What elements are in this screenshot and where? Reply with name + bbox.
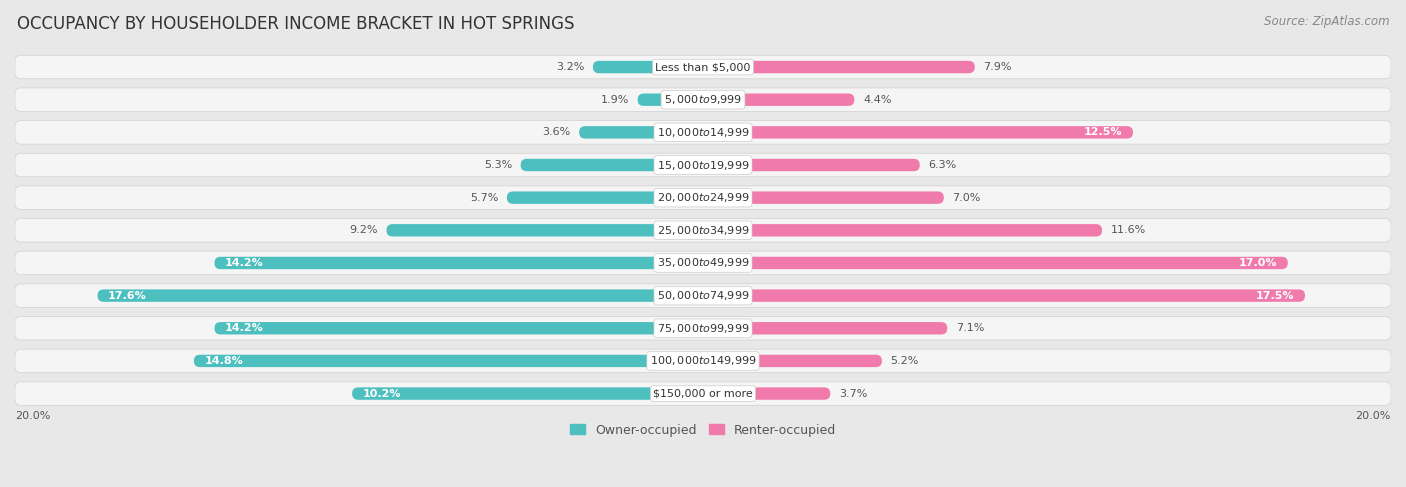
FancyBboxPatch shape (215, 322, 703, 335)
Text: 3.6%: 3.6% (543, 128, 571, 137)
Text: 9.2%: 9.2% (350, 225, 378, 235)
FancyBboxPatch shape (15, 186, 1391, 209)
FancyBboxPatch shape (579, 126, 703, 139)
Text: 7.1%: 7.1% (956, 323, 984, 333)
FancyBboxPatch shape (15, 121, 1391, 144)
FancyBboxPatch shape (703, 289, 1305, 302)
FancyBboxPatch shape (15, 284, 1391, 307)
FancyBboxPatch shape (15, 56, 1391, 79)
Text: $50,000 to $74,999: $50,000 to $74,999 (657, 289, 749, 302)
FancyBboxPatch shape (703, 159, 920, 171)
Text: 14.8%: 14.8% (204, 356, 243, 366)
Legend: Owner-occupied, Renter-occupied: Owner-occupied, Renter-occupied (565, 418, 841, 442)
FancyBboxPatch shape (15, 349, 1391, 373)
FancyBboxPatch shape (15, 219, 1391, 242)
FancyBboxPatch shape (593, 61, 703, 73)
FancyBboxPatch shape (703, 322, 948, 335)
FancyBboxPatch shape (703, 224, 1102, 237)
Text: 5.7%: 5.7% (470, 193, 498, 203)
Text: 3.2%: 3.2% (555, 62, 585, 72)
Text: 6.3%: 6.3% (928, 160, 956, 170)
Text: 5.3%: 5.3% (484, 160, 512, 170)
Text: Source: ZipAtlas.com: Source: ZipAtlas.com (1264, 15, 1389, 28)
FancyBboxPatch shape (15, 317, 1391, 340)
Text: $5,000 to $9,999: $5,000 to $9,999 (664, 93, 742, 106)
Text: 1.9%: 1.9% (600, 94, 628, 105)
FancyBboxPatch shape (703, 387, 831, 400)
FancyBboxPatch shape (703, 126, 1133, 139)
FancyBboxPatch shape (97, 289, 703, 302)
Text: $15,000 to $19,999: $15,000 to $19,999 (657, 158, 749, 171)
Text: 20.0%: 20.0% (15, 411, 51, 421)
Text: OCCUPANCY BY HOUSEHOLDER INCOME BRACKET IN HOT SPRINGS: OCCUPANCY BY HOUSEHOLDER INCOME BRACKET … (17, 15, 575, 33)
FancyBboxPatch shape (215, 257, 703, 269)
Text: 14.2%: 14.2% (225, 323, 263, 333)
Text: 5.2%: 5.2% (890, 356, 920, 366)
FancyBboxPatch shape (352, 387, 703, 400)
Text: $25,000 to $34,999: $25,000 to $34,999 (657, 224, 749, 237)
Text: 7.0%: 7.0% (952, 193, 981, 203)
Text: 17.0%: 17.0% (1239, 258, 1278, 268)
Text: 12.5%: 12.5% (1084, 128, 1122, 137)
Text: 14.2%: 14.2% (225, 258, 263, 268)
Text: $35,000 to $49,999: $35,000 to $49,999 (657, 257, 749, 269)
Text: 11.6%: 11.6% (1111, 225, 1146, 235)
FancyBboxPatch shape (15, 153, 1391, 177)
Text: 17.5%: 17.5% (1256, 291, 1295, 300)
FancyBboxPatch shape (703, 257, 1288, 269)
Text: $75,000 to $99,999: $75,000 to $99,999 (657, 322, 749, 335)
Text: Less than $5,000: Less than $5,000 (655, 62, 751, 72)
FancyBboxPatch shape (508, 191, 703, 204)
FancyBboxPatch shape (15, 88, 1391, 112)
Text: $10,000 to $14,999: $10,000 to $14,999 (657, 126, 749, 139)
Text: 4.4%: 4.4% (863, 94, 891, 105)
FancyBboxPatch shape (703, 355, 882, 367)
Text: 7.9%: 7.9% (983, 62, 1012, 72)
FancyBboxPatch shape (703, 94, 855, 106)
FancyBboxPatch shape (703, 191, 943, 204)
FancyBboxPatch shape (15, 251, 1391, 275)
FancyBboxPatch shape (194, 355, 703, 367)
Text: $20,000 to $24,999: $20,000 to $24,999 (657, 191, 749, 204)
FancyBboxPatch shape (638, 94, 703, 106)
FancyBboxPatch shape (15, 382, 1391, 405)
Text: 10.2%: 10.2% (363, 389, 401, 398)
FancyBboxPatch shape (520, 159, 703, 171)
FancyBboxPatch shape (703, 61, 974, 73)
Text: 3.7%: 3.7% (839, 389, 868, 398)
Text: 17.6%: 17.6% (108, 291, 146, 300)
Text: $100,000 to $149,999: $100,000 to $149,999 (650, 355, 756, 367)
Text: 20.0%: 20.0% (1355, 411, 1391, 421)
Text: $150,000 or more: $150,000 or more (654, 389, 752, 398)
FancyBboxPatch shape (387, 224, 703, 237)
